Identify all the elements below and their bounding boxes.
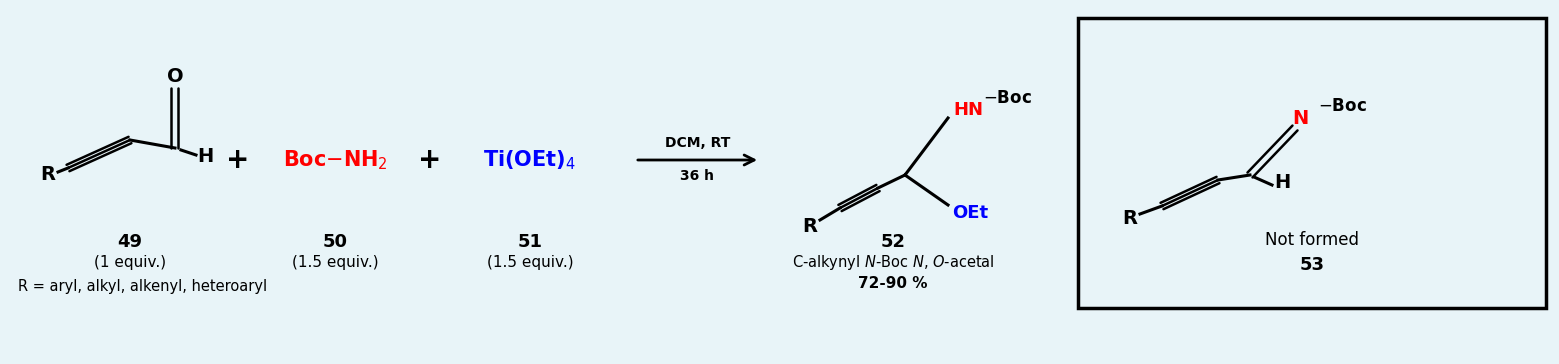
Text: OEt: OEt — [953, 204, 988, 222]
Text: 36 h: 36 h — [680, 169, 714, 183]
Text: HN: HN — [953, 101, 984, 119]
Text: $-$Boc: $-$Boc — [1317, 97, 1367, 115]
Text: Not formed: Not formed — [1264, 231, 1359, 249]
Text: R: R — [803, 217, 817, 236]
Text: N: N — [1292, 108, 1308, 127]
Text: (1 equiv.): (1 equiv.) — [94, 256, 167, 270]
Text: Boc$-$NH$_2$: Boc$-$NH$_2$ — [282, 148, 387, 172]
Text: H: H — [196, 147, 214, 166]
Text: O: O — [167, 67, 184, 86]
Text: (1.5 equiv.): (1.5 equiv.) — [292, 256, 379, 270]
Text: 72-90 %: 72-90 % — [859, 276, 928, 290]
Text: 51: 51 — [518, 233, 543, 251]
Text: 52: 52 — [881, 233, 906, 251]
Text: $-$Boc: $-$Boc — [984, 89, 1032, 107]
Text: 49: 49 — [117, 233, 142, 251]
Text: +: + — [226, 146, 249, 174]
Text: C-alkynyl $\it{N}$-Boc $\it{N}$, $\it{O}$-acetal: C-alkynyl $\it{N}$-Boc $\it{N}$, $\it{O}… — [792, 253, 995, 273]
Text: R = aryl, alkyl, alkenyl, heteroaryl: R = aryl, alkyl, alkenyl, heteroaryl — [19, 278, 267, 293]
Text: Ti(OEt)$_4$: Ti(OEt)$_4$ — [483, 148, 577, 172]
Text: +: + — [418, 146, 441, 174]
Text: R: R — [41, 166, 56, 185]
Text: (1.5 equiv.): (1.5 equiv.) — [486, 256, 574, 270]
Text: DCM, RT: DCM, RT — [664, 136, 730, 150]
Text: H: H — [1274, 173, 1291, 191]
Bar — [1077, 18, 1547, 308]
Text: 53: 53 — [1300, 256, 1325, 274]
Text: R: R — [1122, 209, 1138, 228]
Text: 50: 50 — [323, 233, 348, 251]
